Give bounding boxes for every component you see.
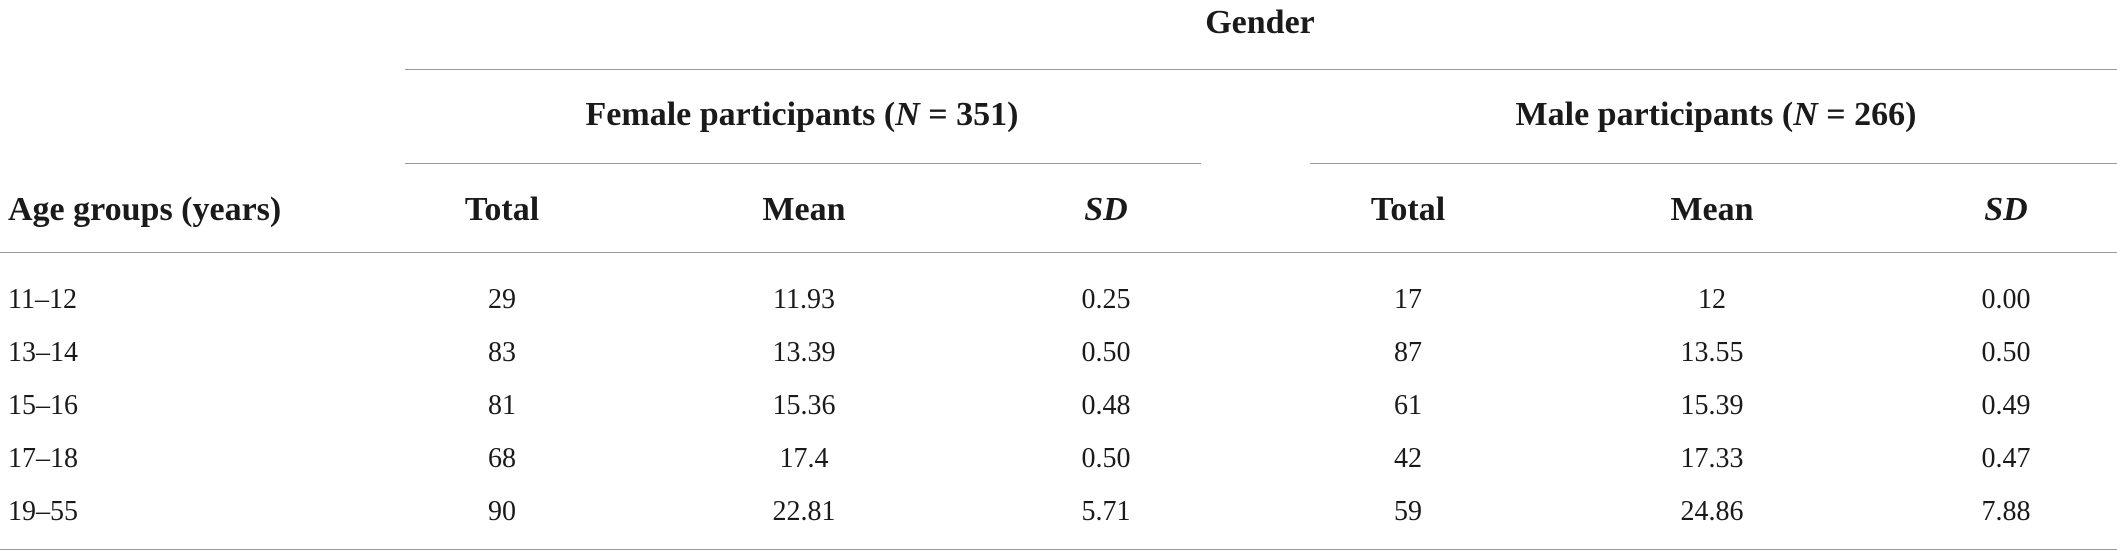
male-mean-cell: 24.86 bbox=[1680, 496, 1744, 527]
female-mean-cell: 13.39 bbox=[772, 337, 836, 368]
male-total-cell: 17 bbox=[1394, 284, 1422, 315]
female-sd-cell: 0.50 bbox=[1081, 443, 1131, 474]
female-total-cell: 90 bbox=[488, 496, 516, 527]
age-cell: 19–55 bbox=[8, 496, 78, 527]
female-group-underline bbox=[405, 163, 1201, 164]
male-sd-cell: 0.47 bbox=[1981, 443, 2031, 474]
female-group-suffix: = 351) bbox=[919, 96, 1019, 133]
female-group-prefix: Female participants ( bbox=[585, 96, 896, 133]
male-sd-cell: 0.50 bbox=[1981, 337, 2031, 368]
male-total-cell: 87 bbox=[1394, 337, 1422, 368]
female-total-cell: 29 bbox=[488, 284, 516, 315]
age-cell: 17–18 bbox=[8, 443, 78, 474]
male-group-header: Male participants (N = 266) bbox=[1516, 98, 1917, 132]
male-total-cell: 61 bbox=[1394, 390, 1422, 421]
age-cell: 13–14 bbox=[8, 337, 78, 368]
male-group-n-symbol: N bbox=[1793, 96, 1818, 133]
female-group-header: Female participants (N = 351) bbox=[586, 98, 1019, 132]
col-header-male-mean: Mean bbox=[1670, 191, 1754, 228]
age-cell: 11–12 bbox=[8, 284, 77, 315]
age-cell: 15–16 bbox=[8, 390, 78, 421]
female-sd-cell: 0.50 bbox=[1081, 337, 1131, 368]
female-sd-cell: 0.25 bbox=[1081, 284, 1131, 315]
female-total-cell: 81 bbox=[488, 390, 516, 421]
male-mean-cell: 15.39 bbox=[1680, 390, 1744, 421]
col-header-male-sd: SD bbox=[1984, 191, 2028, 228]
female-mean-cell: 11.93 bbox=[773, 284, 835, 315]
male-group-suffix: = 266) bbox=[1817, 96, 1917, 133]
male-sd-cell: 7.88 bbox=[1981, 496, 2031, 527]
gender-group-header: Gender bbox=[1205, 4, 1315, 41]
female-total-cell: 83 bbox=[488, 337, 516, 368]
col-header-male-total: Total bbox=[1370, 191, 1446, 228]
table-bottom-rule bbox=[0, 549, 2117, 550]
male-mean-cell: 12 bbox=[1698, 284, 1726, 315]
gender-underline bbox=[405, 69, 2117, 70]
female-sd-cell: 5.71 bbox=[1081, 496, 1131, 527]
male-mean-cell: 17.33 bbox=[1680, 443, 1744, 474]
female-mean-cell: 17.4 bbox=[779, 443, 829, 474]
male-total-cell: 42 bbox=[1394, 443, 1422, 474]
col-header-female-mean: Mean bbox=[762, 191, 846, 228]
col-header-female-total: Total bbox=[464, 191, 540, 228]
female-mean-cell: 15.36 bbox=[772, 390, 836, 421]
male-mean-cell: 13.55 bbox=[1680, 337, 1744, 368]
male-group-prefix: Male participants ( bbox=[1515, 96, 1794, 133]
male-sd-cell: 0.00 bbox=[1981, 284, 2031, 315]
row-header-age-groups: Age groups (years) bbox=[8, 191, 282, 228]
female-mean-cell: 22.81 bbox=[772, 496, 836, 527]
male-sd-cell: 0.49 bbox=[1981, 390, 2031, 421]
female-group-n-symbol: N bbox=[895, 96, 920, 133]
col-header-female-sd: SD bbox=[1084, 191, 1128, 228]
female-sd-cell: 0.48 bbox=[1081, 390, 1131, 421]
female-total-cell: 68 bbox=[488, 443, 516, 474]
header-bottom-rule bbox=[0, 252, 2117, 253]
male-total-cell: 59 bbox=[1394, 496, 1422, 527]
male-group-underline bbox=[1310, 163, 2117, 164]
